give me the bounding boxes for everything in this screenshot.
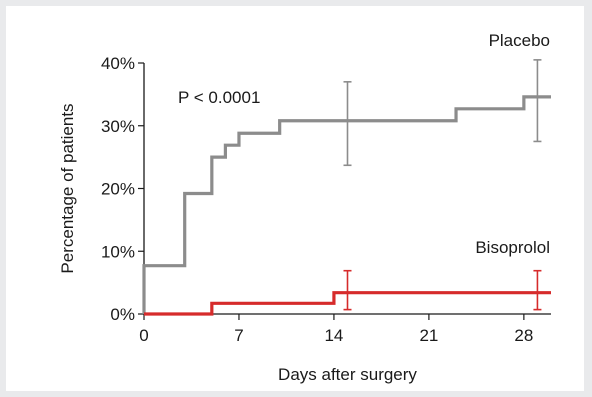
y-tick-label-1: 10% (101, 242, 135, 261)
error-bar-placebo-1 (533, 59, 542, 143)
y-tick-label-3: 30% (101, 117, 135, 136)
x-tick-label-0: 0 (139, 326, 148, 345)
figure-panel: 0% 10% 20% 30% 40% 0 7 14 21 28 Days after surger… (6, 6, 584, 391)
x-tick-label-3: 21 (419, 326, 438, 345)
x-tick-label-1: 7 (234, 326, 243, 345)
x-tick-label-4: 28 (514, 326, 533, 345)
series-layer (142, 95, 551, 316)
error-bar-bisoprolol-0 (343, 269, 352, 311)
y-tick-label-2: 20% (101, 180, 135, 199)
error-bar-bisoprolol-1 (533, 269, 542, 311)
error-bars (343, 59, 542, 311)
series-label-bisoprolol: Bisoprolol (475, 238, 550, 257)
error-bar-placebo-0 (343, 81, 352, 167)
ticks: 0% 10% 20% 30% 40% 0 7 14 21 28 (101, 54, 533, 345)
series-label-placebo: Placebo (489, 31, 550, 50)
y-tick-label-0: 0% (110, 305, 135, 324)
y-tick-label-4: 40% (101, 54, 135, 73)
series-line-placebo (142, 95, 551, 314)
p-value-annotation: P < 0.0001 (178, 88, 260, 107)
y-axis-title: Percentage of patients (58, 103, 77, 273)
series-line-bisoprolol (144, 291, 551, 316)
x-axis-title: Days after surgery (278, 365, 417, 384)
x-tick-label-2: 14 (324, 326, 343, 345)
km-step-chart: 0% 10% 20% 30% 40% 0 7 14 21 28 Days after surger… (58, 31, 551, 384)
